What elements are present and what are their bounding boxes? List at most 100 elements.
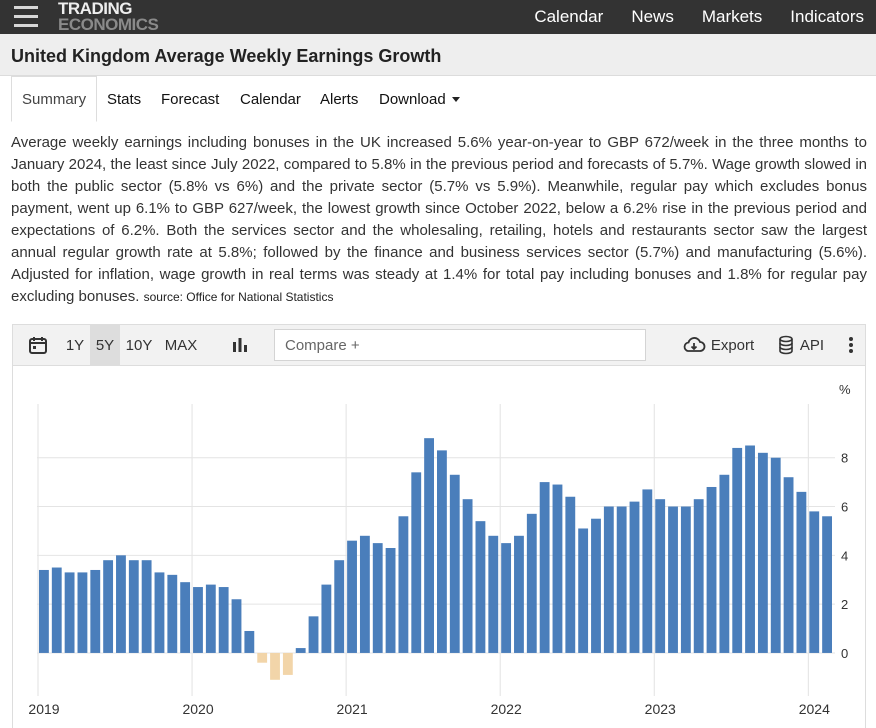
chart-bar	[77, 572, 88, 653]
chart-bar	[398, 516, 409, 653]
chart-bar	[116, 555, 126, 653]
chart-toolbar: 1Y 5Y 10Y MAX Export API	[12, 324, 866, 366]
chart-bar	[693, 499, 704, 653]
chart-bar	[475, 521, 486, 653]
range-max-button[interactable]: MAX	[164, 336, 198, 354]
chart-bar	[809, 511, 820, 653]
chart-bar	[308, 616, 319, 653]
top-navigation-bar: TRADING ECONOMICS Calendar News Markets …	[0, 0, 876, 34]
compare-input[interactable]	[274, 329, 646, 361]
chart-bar	[668, 506, 678, 653]
chart-bar	[334, 560, 345, 653]
chart-bar	[39, 569, 49, 653]
logo-line-1: TRADING	[58, 0, 132, 18]
chart-bar	[103, 560, 114, 653]
cloud-download-icon	[683, 337, 706, 352]
x-tick-label: 2020	[182, 701, 213, 717]
chart-bar	[732, 447, 743, 653]
logo-line-2: ECONOMICS	[58, 15, 159, 34]
x-tick-label: 2022	[491, 701, 522, 717]
chart-bar	[783, 477, 794, 653]
chart-bar	[770, 457, 781, 653]
chart-bar	[680, 506, 691, 653]
chart-bar	[565, 496, 576, 653]
chart-bar	[501, 543, 512, 653]
range-1y-button[interactable]: 1Y	[65, 336, 85, 354]
bar-chart-icon[interactable]	[225, 325, 255, 365]
chart-bar	[359, 535, 370, 653]
chart-bar	[757, 452, 768, 653]
chart-bar	[552, 484, 563, 653]
tab-summary[interactable]: Summary	[11, 76, 98, 122]
x-tick-label: 2019	[28, 701, 59, 717]
chart-bar	[745, 445, 755, 653]
chart-bar	[603, 506, 614, 653]
nav-indicators-link[interactable]: Indicators	[790, 7, 864, 26]
tab-download[interactable]: Download	[379, 76, 460, 122]
chart-bar	[193, 587, 203, 653]
tab-stats[interactable]: Stats	[107, 90, 142, 108]
more-vertical-icon[interactable]	[841, 325, 861, 365]
chart-bar	[385, 548, 396, 653]
y-tick-label: 4	[841, 548, 848, 563]
chart-bar	[449, 474, 460, 653]
chart-bar	[128, 560, 139, 653]
chart-bar	[591, 518, 601, 653]
range-10y-button[interactable]: 10Y	[125, 336, 153, 354]
chart-bar	[616, 506, 627, 653]
chart-bar	[796, 491, 807, 653]
export-button[interactable]: Export	[679, 325, 757, 365]
hamburger-menu-icon[interactable]	[14, 6, 38, 28]
source-link[interactable]: source: Office for National Statistics	[143, 290, 334, 304]
y-tick-label: 8	[841, 451, 848, 466]
x-tick-label: 2021	[337, 701, 368, 717]
chart-bar	[424, 438, 434, 653]
chart-bar	[347, 540, 357, 653]
chart-bar	[539, 482, 550, 653]
trading-economics-logo[interactable]: TRADING ECONOMICS	[58, 0, 159, 34]
chart-bar	[642, 489, 653, 653]
chart-bar	[154, 572, 165, 653]
chart-bar	[180, 582, 191, 653]
api-label: API	[799, 336, 825, 354]
page-title: United Kingdom Average Weekly Earnings G…	[11, 46, 442, 66]
earnings-growth-bar-chart: 0 2 4 6 8% 2019 2020 2021 2022 2023 2024	[28, 382, 851, 717]
chart-bar	[295, 648, 306, 653]
range-5y-button[interactable]: 5Y	[90, 325, 120, 365]
chart-bar	[655, 499, 666, 653]
tab-forecast[interactable]: Forecast	[161, 90, 220, 108]
chart-bar	[90, 569, 101, 653]
chart-bar	[372, 543, 383, 653]
title-bar: United Kingdom Average Weekly Earnings G…	[0, 34, 876, 76]
chart-bar	[282, 652, 293, 675]
chart-bar	[205, 584, 216, 653]
nav-markets-link[interactable]: Markets	[701, 7, 763, 26]
description-paragraph: Average weekly earnings including bonuse…	[11, 132, 867, 308]
chart-bar	[270, 652, 280, 680]
x-tick-label: 2024	[799, 701, 830, 717]
description-text: Average weekly earnings including bonuse…	[11, 134, 867, 305]
chart-bar	[488, 535, 499, 653]
nav-calendar-link[interactable]: Calendar	[534, 7, 604, 26]
x-tick-label: 2023	[645, 701, 676, 717]
chart-bar	[321, 584, 332, 653]
nav-news-link[interactable]: News	[631, 7, 674, 26]
database-icon	[779, 335, 793, 355]
calendar-icon[interactable]	[19, 325, 57, 365]
tab-alerts[interactable]: Alerts	[320, 90, 359, 108]
chart-bar	[51, 567, 62, 653]
chart-container: 0 2 4 6 8% 2019 2020 2021 2022 2023 2024	[12, 366, 866, 728]
api-button[interactable]: API	[771, 325, 831, 365]
tab-calendar[interactable]: Calendar	[240, 90, 301, 108]
top-nav-links: Calendar News Markets Indicators	[506, 0, 864, 34]
chart-bar	[822, 516, 832, 653]
chart-bar	[462, 499, 473, 653]
chart-bar	[257, 652, 268, 663]
chart-bar	[231, 599, 242, 653]
chart-bar	[437, 450, 447, 653]
chart-bar	[64, 572, 75, 653]
chart-bar	[411, 472, 422, 653]
export-label: Export	[710, 336, 755, 354]
chart-bar	[629, 501, 640, 653]
tab-bar: Summary Stats Forecast Calendar Alerts D…	[0, 76, 876, 122]
